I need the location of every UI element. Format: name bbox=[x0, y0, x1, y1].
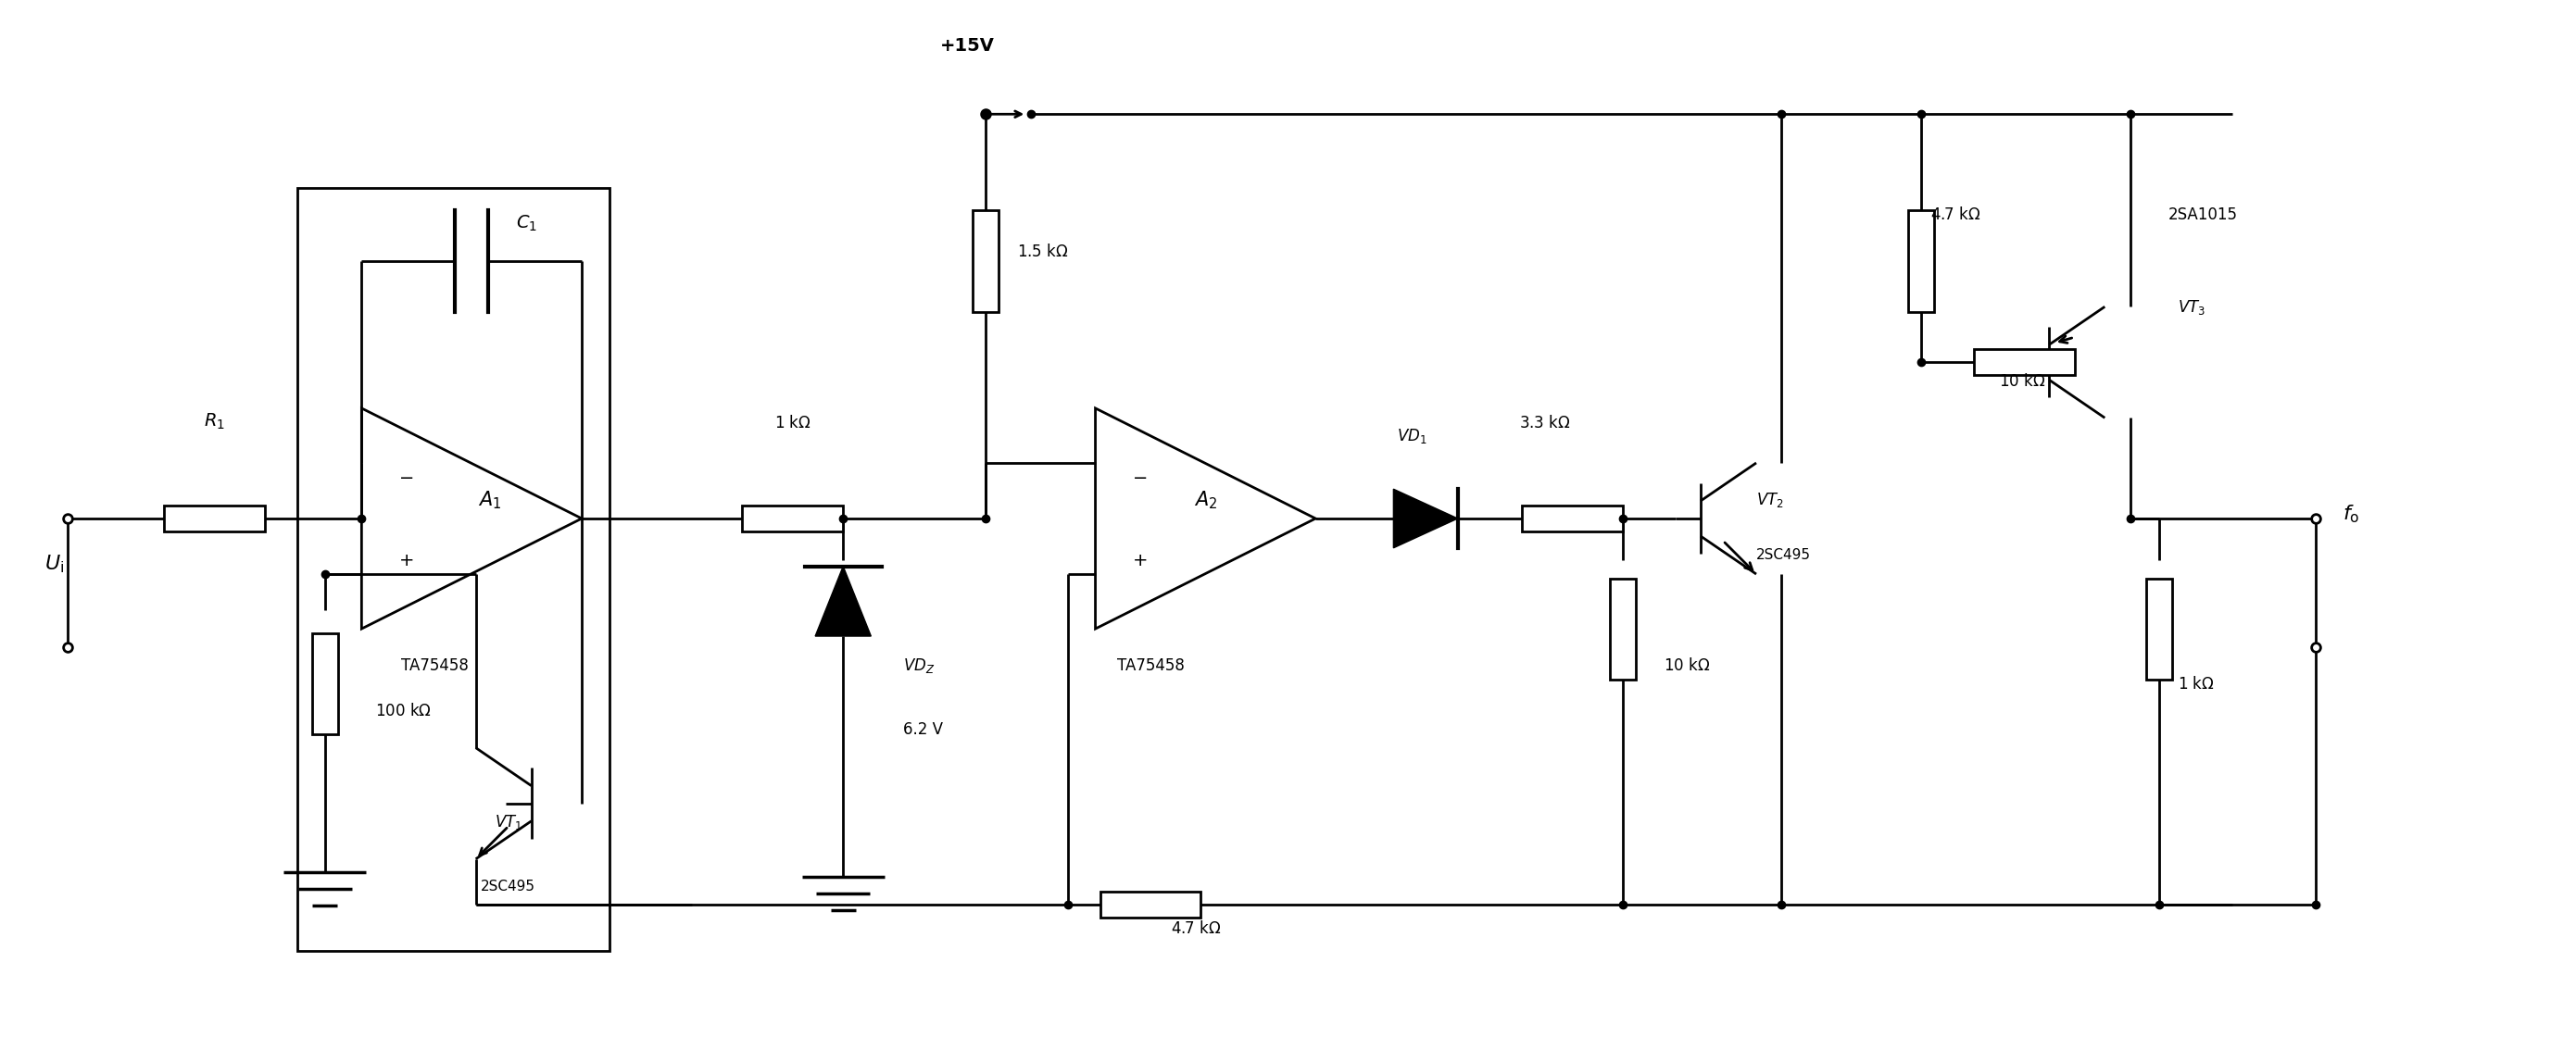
Text: TA75458: TA75458 bbox=[1115, 657, 1185, 674]
Text: TA75458: TA75458 bbox=[402, 657, 469, 674]
Text: 10 k$\Omega$: 10 k$\Omega$ bbox=[1664, 657, 1710, 674]
Text: 100 k$\Omega$: 100 k$\Omega$ bbox=[376, 703, 433, 720]
Text: 4.7 k$\Omega$: 4.7 k$\Omega$ bbox=[1929, 207, 1981, 224]
Text: 6.2 V: 6.2 V bbox=[902, 722, 943, 738]
Text: $+$: $+$ bbox=[1131, 552, 1146, 569]
Text: $+$: $+$ bbox=[399, 552, 412, 569]
Text: $-$: $-$ bbox=[399, 468, 412, 485]
Text: 2SC495: 2SC495 bbox=[1757, 549, 1811, 562]
Polygon shape bbox=[1394, 489, 1458, 548]
Bar bbox=[312, 634, 337, 734]
Bar bbox=[1973, 349, 2074, 375]
Text: 1 k$\Omega$: 1 k$\Omega$ bbox=[775, 415, 811, 431]
Text: $-$: $-$ bbox=[1131, 468, 1146, 485]
Bar bbox=[742, 506, 842, 531]
Text: $U_{\rm i}$: $U_{\rm i}$ bbox=[44, 554, 64, 576]
Text: 2SC495: 2SC495 bbox=[482, 879, 536, 893]
Polygon shape bbox=[814, 566, 871, 636]
Text: $VD_{1}$: $VD_{1}$ bbox=[1396, 426, 1427, 445]
Text: $VD_{Z}$: $VD_{Z}$ bbox=[902, 656, 935, 675]
Text: 1.5 k$\Omega$: 1.5 k$\Omega$ bbox=[1018, 244, 1069, 260]
Bar bbox=[974, 211, 997, 312]
Bar bbox=[1522, 506, 1623, 531]
Bar bbox=[2146, 579, 2172, 679]
Text: $A_{1}$: $A_{1}$ bbox=[479, 489, 502, 511]
Text: +15V: +15V bbox=[940, 36, 994, 54]
Text: $C_{1}$: $C_{1}$ bbox=[515, 214, 538, 233]
Text: 3.3 k$\Omega$: 3.3 k$\Omega$ bbox=[1520, 415, 1571, 431]
Text: $f_{\rm o}$: $f_{\rm o}$ bbox=[2342, 503, 2360, 525]
Text: $A_{2}$: $A_{2}$ bbox=[1193, 489, 1216, 511]
Text: 2SA1015: 2SA1015 bbox=[2169, 207, 2239, 224]
Text: $VT_{3}$: $VT_{3}$ bbox=[2177, 298, 2205, 316]
Bar bbox=[1100, 892, 1200, 918]
Text: $VT_{1}$: $VT_{1}$ bbox=[495, 813, 523, 831]
Text: $R_{1}$: $R_{1}$ bbox=[204, 412, 227, 431]
Bar bbox=[1909, 211, 1935, 312]
Text: 4.7 k$\Omega$: 4.7 k$\Omega$ bbox=[1172, 920, 1221, 936]
Text: 1 k$\Omega$: 1 k$\Omega$ bbox=[2177, 675, 2215, 693]
Bar bbox=[1610, 579, 1636, 679]
Text: 10 k$\Omega$: 10 k$\Omega$ bbox=[1999, 373, 2045, 390]
Bar bbox=[296, 188, 611, 951]
Bar bbox=[165, 506, 265, 531]
Text: $VT_{2}$: $VT_{2}$ bbox=[1757, 491, 1783, 509]
